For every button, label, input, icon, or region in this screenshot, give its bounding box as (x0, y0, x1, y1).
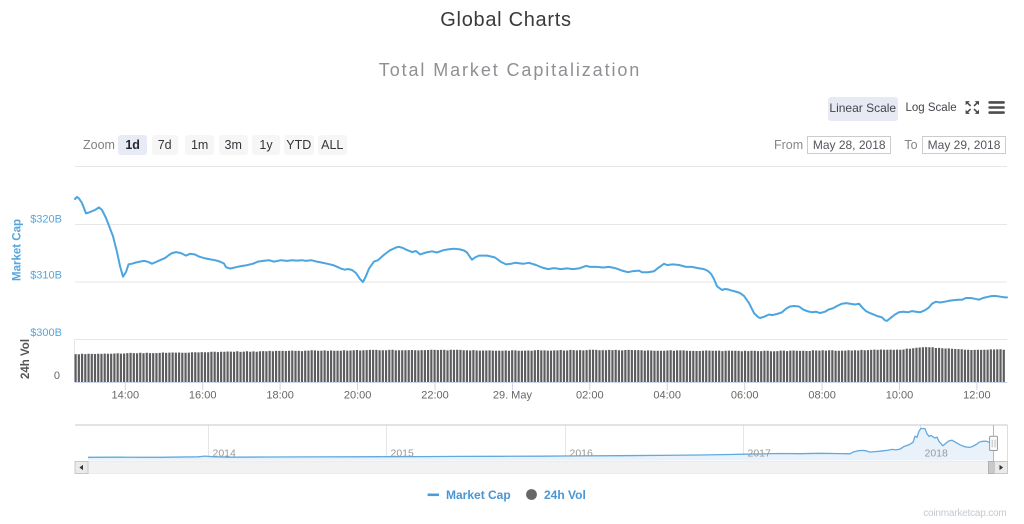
svg-text:04:00: 04:00 (653, 390, 681, 402)
svg-text:$320B: $320B (30, 214, 62, 226)
svg-text:20:00: 20:00 (344, 390, 372, 402)
svg-text:16:00: 16:00 (189, 390, 217, 402)
svg-text:12:00: 12:00 (963, 390, 991, 402)
svg-text:22:00: 22:00 (421, 390, 449, 402)
svg-text:29. May: 29. May (493, 390, 533, 402)
svg-text:2017: 2017 (748, 448, 772, 460)
svg-text:2015: 2015 (391, 448, 415, 460)
svg-text:$310B: $310B (30, 270, 62, 282)
svg-text:2018: 2018 (925, 448, 949, 460)
svg-text:06:00: 06:00 (731, 390, 759, 402)
svg-text:10:00: 10:00 (886, 390, 914, 402)
svg-text:18:00: 18:00 (266, 390, 294, 402)
svg-text:Market Cap: Market Cap (12, 219, 24, 281)
svg-text:0: 0 (54, 370, 60, 382)
svg-text:24h Vol: 24h Vol (20, 339, 32, 379)
svg-text:02:00: 02:00 (576, 390, 604, 402)
svg-text:14:00: 14:00 (112, 390, 140, 402)
svg-text:2014: 2014 (213, 448, 237, 460)
svg-text:08:00: 08:00 (808, 390, 836, 402)
svg-text:$300B: $300B (30, 327, 62, 339)
svg-text:2016: 2016 (570, 448, 594, 460)
